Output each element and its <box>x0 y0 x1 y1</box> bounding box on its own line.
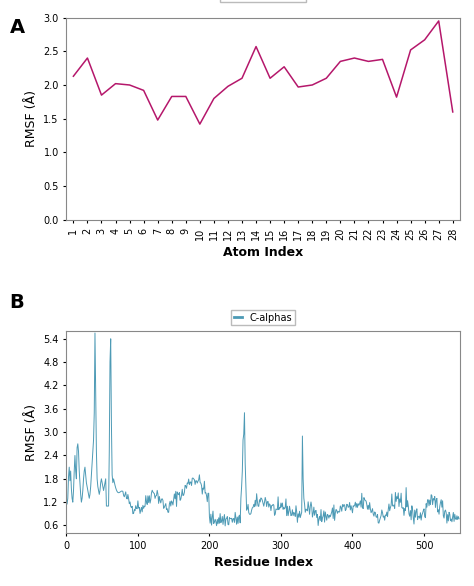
Y-axis label: RMSF (Å): RMSF (Å) <box>25 90 37 147</box>
Legend: C-alphas: C-alphas <box>231 309 295 325</box>
Text: B: B <box>9 293 24 312</box>
Legend: Fit on Protein: Fit on Protein <box>220 0 306 2</box>
Y-axis label: RMSF (Å): RMSF (Å) <box>25 404 38 461</box>
Text: A: A <box>9 18 25 36</box>
X-axis label: Atom Index: Atom Index <box>223 246 303 258</box>
X-axis label: Residue Index: Residue Index <box>213 557 313 570</box>
